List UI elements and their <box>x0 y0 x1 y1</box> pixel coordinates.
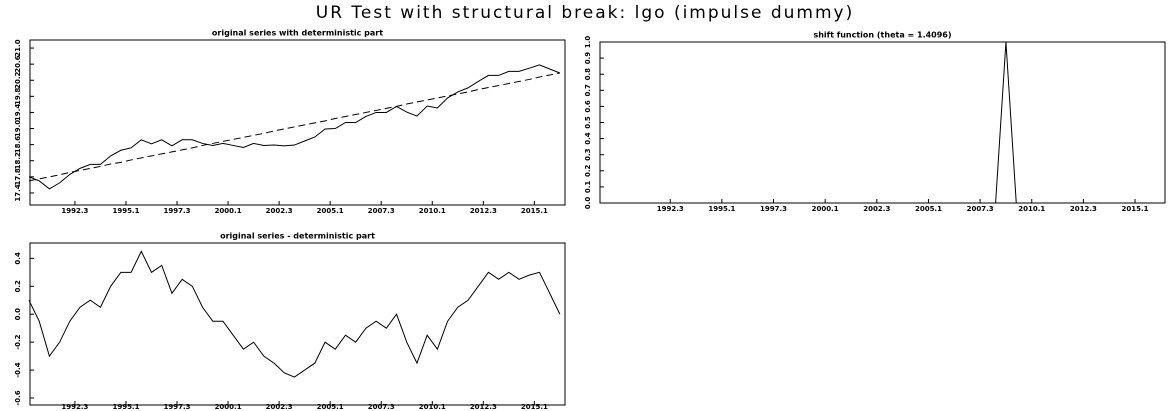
main-title: UR Test with structural break: lgo (impu… <box>316 3 855 23</box>
y-tick-label: 0.2 <box>584 164 592 177</box>
y-tick-label: 0.6 <box>584 100 592 113</box>
x-tick-label: 2002.3 <box>266 207 293 215</box>
y-tick-label: 0.8 <box>584 68 592 81</box>
series-line <box>623 41 1161 204</box>
x-tick-label: 2000.1 <box>215 403 242 411</box>
y-tick-label: 19.4 <box>14 104 22 121</box>
x-tick-label: 1992.3 <box>61 207 88 215</box>
x-tick-label: 1992.3 <box>657 205 684 213</box>
y-tick-label: 19.8 <box>14 88 22 105</box>
x-tick-label: 2005.1 <box>317 207 344 215</box>
y-tick-label: 0.3 <box>584 148 592 161</box>
x-tick-label: 2002.3 <box>266 403 293 411</box>
x-tick-label: 1992.3 <box>61 403 88 411</box>
x-tick-label: 2012.3 <box>1070 205 1097 213</box>
deterministic-line <box>28 72 560 182</box>
plot-frame <box>29 242 566 406</box>
y-tick-label: 18.6 <box>14 136 22 153</box>
series-line <box>28 250 561 378</box>
x-tick-label: 2010.1 <box>419 403 446 411</box>
y-tick-label: 0.1 <box>584 181 592 194</box>
x-tick-label: 2005.1 <box>915 205 942 213</box>
y-tick-label: -0.2 <box>14 334 22 349</box>
x-tick-label: 2012.3 <box>470 207 497 215</box>
y-tick-label: 19.0 <box>14 120 22 137</box>
x-tick-label: 1995.1 <box>112 403 139 411</box>
x-tick-label: 2015.1 <box>521 207 548 215</box>
y-tick-label: 20.2 <box>14 71 22 88</box>
y-tick-label: 0.0 <box>14 308 22 321</box>
x-tick-label: 2010.1 <box>1018 205 1045 213</box>
x-tick-label: 1995.1 <box>708 205 735 213</box>
x-tick-label: 2015.1 <box>1122 205 1149 213</box>
y-tick-label: 0.5 <box>584 116 592 129</box>
x-tick-label: 2005.1 <box>317 403 344 411</box>
panel-title: shift function (theta = 1.4096) <box>813 31 951 40</box>
x-tick-label: 2000.1 <box>215 207 242 215</box>
x-tick-label: 1997.3 <box>164 207 191 215</box>
x-tick-label: 2007.3 <box>967 205 994 213</box>
plot-frame <box>29 39 566 206</box>
y-tick-label: -0.6 <box>14 390 22 405</box>
x-tick-label: 2012.3 <box>470 403 497 411</box>
x-tick-label: 2007.3 <box>368 207 395 215</box>
y-tick-label: 17.4 <box>14 184 22 201</box>
y-tick-label: 21.0 <box>14 39 22 56</box>
x-tick-label: 2002.3 <box>863 205 890 213</box>
y-tick-label: 17.8 <box>14 168 22 185</box>
x-tick-label: 2010.1 <box>419 207 446 215</box>
x-tick-label: 2000.1 <box>812 205 839 213</box>
y-tick-label: 0.4 <box>584 132 592 145</box>
x-tick-label: 2007.3 <box>368 403 395 411</box>
plot-frame <box>599 41 1166 204</box>
series-line <box>28 64 561 190</box>
y-tick-label: 0.0 <box>584 197 592 210</box>
y-tick-label: -0.4 <box>14 362 22 377</box>
y-tick-label: 20.6 <box>14 55 22 72</box>
x-tick-label: 1995.1 <box>112 207 139 215</box>
y-tick-label: 0.4 <box>14 252 22 265</box>
y-tick-label: 1.0 <box>584 36 592 49</box>
x-tick-label: 1997.3 <box>760 205 787 213</box>
panel-title: original series with deterministic part <box>212 29 383 38</box>
y-tick-label: 18.2 <box>14 152 22 169</box>
panel-title: original series - deterministic part <box>220 232 375 241</box>
x-tick-label: 2015.1 <box>521 403 548 411</box>
y-tick-label: 0.2 <box>14 280 22 293</box>
y-tick-label: 0.9 <box>584 52 592 65</box>
y-tick-label: 0.7 <box>584 84 592 97</box>
x-tick-label: 1997.3 <box>164 403 191 411</box>
